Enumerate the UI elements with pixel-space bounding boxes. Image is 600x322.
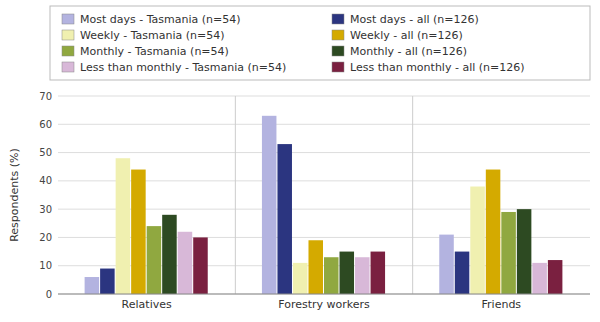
legend-label: Weekly - Tasmania (n=54) <box>80 29 225 42</box>
group-separator <box>235 96 236 294</box>
y-tick-label: 40 <box>39 175 52 186</box>
y-tick-label: 10 <box>39 260 52 271</box>
bar <box>355 257 370 294</box>
bar <box>85 277 100 294</box>
bar <box>371 252 386 294</box>
bar <box>455 252 470 294</box>
y-axis: 0 10 20 30 40 50 60 70 <box>39 91 590 300</box>
bar <box>340 252 355 294</box>
bar <box>162 215 177 294</box>
legend-label: Weekly - all (n=126) <box>350 29 463 42</box>
bar <box>277 144 292 294</box>
bar <box>293 263 308 294</box>
bar <box>308 240 323 294</box>
legend-swatch <box>62 46 74 56</box>
grid-line <box>58 294 590 295</box>
legend-swatch <box>332 46 344 56</box>
y-tick-label: 60 <box>39 119 52 130</box>
bar <box>262 116 277 294</box>
group-separator <box>412 96 413 294</box>
y-axis-label: Respondents (%) <box>8 148 21 242</box>
bar <box>147 226 162 294</box>
y-tick-label: 0 <box>46 289 52 300</box>
bar <box>548 260 563 294</box>
x-tick-label: Forestry workers <box>278 298 370 311</box>
grid-line <box>58 152 590 153</box>
bar <box>501 212 516 294</box>
bar <box>100 269 115 294</box>
bar <box>439 235 454 294</box>
legend-swatch <box>332 14 344 24</box>
legend-frame <box>50 6 590 80</box>
x-axis-line <box>58 294 590 295</box>
legend-swatch <box>62 62 74 72</box>
y-tick-label: 50 <box>39 147 52 158</box>
legend-label: Most days - Tasmania (n=54) <box>80 13 241 26</box>
legend-label: Monthly - all (n=126) <box>350 45 467 58</box>
bar <box>486 170 501 294</box>
bar <box>193 237 208 294</box>
bar <box>116 158 131 294</box>
bar <box>324 257 339 294</box>
legend-label: Less than monthly - Tasmania (n=54) <box>80 61 286 74</box>
chart: Most days - Tasmania (n=54) Most days - a… <box>0 0 600 322</box>
legend-swatch <box>332 30 344 40</box>
x-axis: Relatives Forestry workers Friends <box>122 298 522 311</box>
bar <box>470 187 485 294</box>
legend-swatch <box>332 62 344 72</box>
legend: Most days - Tasmania (n=54) Most days - a… <box>50 6 590 80</box>
bar <box>178 232 193 294</box>
y-tick-label: 20 <box>39 232 52 243</box>
y-tick-label: 70 <box>39 91 52 102</box>
legend-swatch <box>62 30 74 40</box>
grid-line <box>58 96 590 97</box>
x-tick-label: Friends <box>482 298 522 311</box>
y-tick-label: 30 <box>39 204 52 215</box>
legend-swatch <box>62 14 74 24</box>
legend-label: Monthly - Tasmania (n=54) <box>80 45 229 58</box>
grid-line <box>58 124 590 125</box>
chart-container: Most days - Tasmania (n=54) Most days - a… <box>0 0 600 322</box>
bar <box>532 263 547 294</box>
legend-label: Less than monthly - all (n=126) <box>350 61 525 74</box>
legend-label: Most days - all (n=126) <box>350 13 479 26</box>
bar <box>517 209 532 294</box>
x-tick-label: Relatives <box>122 298 172 311</box>
bars <box>85 116 563 294</box>
bar <box>131 170 146 294</box>
